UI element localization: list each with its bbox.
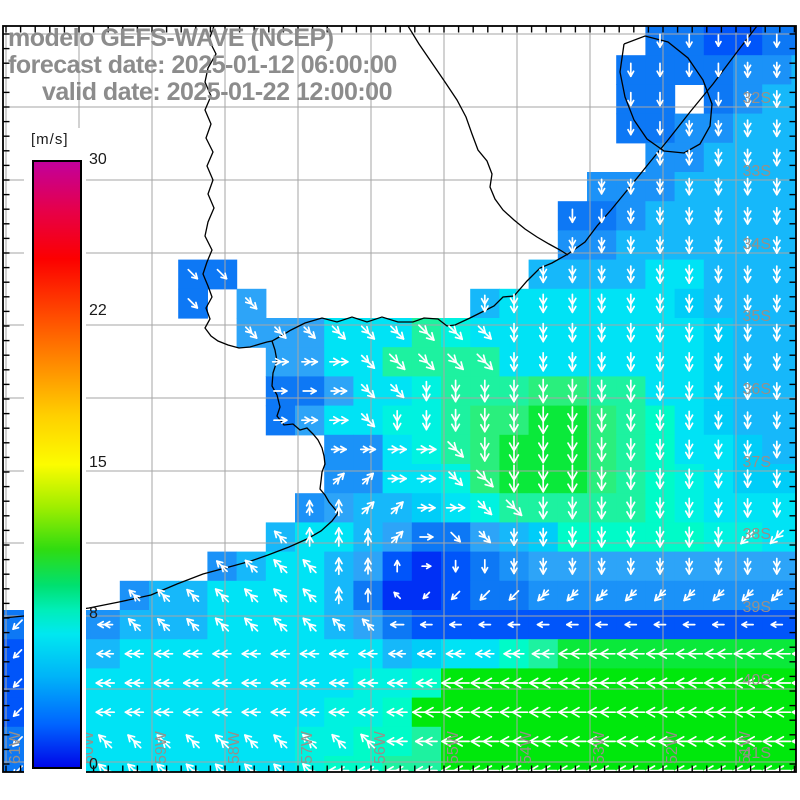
colorbar-tick-label: 22 — [89, 302, 107, 320]
colorbar-tick-label: 8 — [89, 604, 98, 622]
svg-text:58W: 58W — [226, 730, 243, 764]
colorbar-gradient — [32, 160, 82, 769]
valid-date: valid date: 2025-01-22 12:00:00 — [42, 78, 392, 106]
wind-arrows — [12, 33, 796, 772]
svg-text:37S: 37S — [743, 454, 771, 471]
colorbar-tick-label: 0 — [89, 756, 98, 773]
svg-text:52W: 52W — [664, 730, 681, 764]
wave-field-cells — [3, 26, 796, 772]
svg-text:39S: 39S — [743, 599, 771, 616]
svg-text:54W: 54W — [518, 730, 535, 764]
graticule — [3, 26, 796, 772]
svg-text:38S: 38S — [743, 526, 771, 543]
colorbar-tick-label: 15 — [89, 453, 107, 471]
lon-labels: 61W 60W 59W 58W 57W 56W 55W 54W 53W 52W 51W — [7, 730, 754, 764]
title-block: modelo GEFS-WAVE (NCEP) forecast date: 2… — [8, 25, 397, 106]
colorbar-tick-label: 30 — [89, 151, 107, 168]
svg-text:51W: 51W — [737, 730, 754, 764]
svg-text:33S: 33S — [743, 163, 771, 180]
coastline — [3, 26, 758, 619]
lat-labels: 32S 33S 34S 35S 36S 37S 38S 39S 40S 41S — [743, 90, 771, 762]
svg-text:55W: 55W — [445, 730, 462, 764]
colorbar: [m/s] 30 22 15 8 0 — [24, 128, 107, 776]
frame-ticks — [3, 26, 796, 772]
model-title: modelo GEFS-WAVE (NCEP) — [8, 24, 334, 52]
svg-text:40S: 40S — [743, 672, 771, 689]
svg-text:32S: 32S — [743, 90, 771, 107]
svg-text:59W: 59W — [153, 730, 170, 764]
svg-text:35S: 35S — [743, 308, 771, 325]
colorbar-unit-label: [m/s] — [31, 131, 69, 148]
svg-text:56W: 56W — [372, 730, 389, 764]
svg-text:36S: 36S — [743, 381, 771, 398]
svg-text:61W: 61W — [7, 730, 24, 764]
forecast-date: forecast date: 2025-01-12 06:00:00 — [8, 51, 397, 79]
svg-text:53W: 53W — [591, 730, 608, 764]
svg-text:34S: 34S — [743, 236, 771, 253]
svg-text:41S: 41S — [743, 745, 771, 762]
svg-text:57W: 57W — [299, 730, 316, 764]
map-frame — [2, 25, 797, 773]
